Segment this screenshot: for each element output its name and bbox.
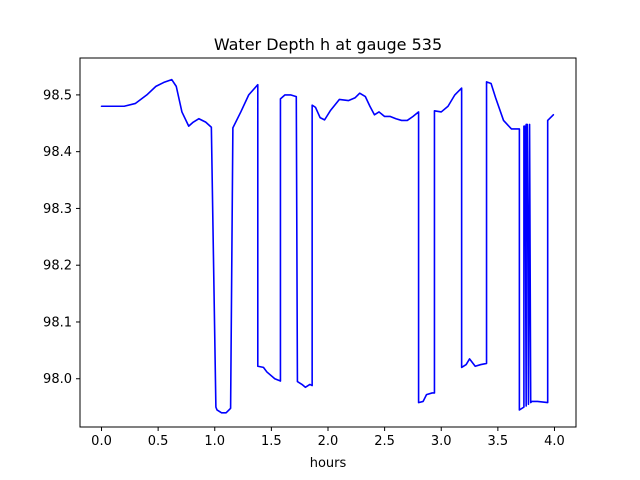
y-tick-label: 98.1 [43,315,72,330]
series-line [100,78,555,414]
x-tick-label: 3.0 [431,434,452,449]
x-axis-label: hours [310,456,347,471]
y-tick-label: 98.0 [43,372,72,387]
y-tick-label: 98.5 [43,88,72,103]
x-tick-label: 0.0 [91,434,112,449]
x-tick-label: 4.0 [544,434,565,449]
x-tick-label: 1.5 [261,434,282,449]
y-tick-label: 98.2 [43,259,72,274]
y-tick-label: 98.4 [43,145,72,160]
y-axis: 98.0 98.1 98.2 98.3 98.4 98.5 [43,88,80,387]
x-tick-label: 2.5 [374,434,395,449]
x-tick-label: 0.5 [148,434,169,449]
x-tick-label: 1.0 [204,434,225,449]
chart-title: Water Depth h at gauge 535 [214,35,442,54]
x-tick-label: 3.5 [488,434,509,449]
plot-area [100,78,555,414]
y-tick-label: 98.3 [43,202,72,217]
x-tick-label: 2.0 [318,434,339,449]
x-axis: 0.0 0.5 1.0 1.5 2.0 2.5 3.0 3.5 4.0 [91,427,565,449]
